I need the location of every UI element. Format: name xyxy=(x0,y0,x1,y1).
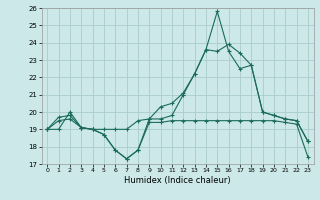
X-axis label: Humidex (Indice chaleur): Humidex (Indice chaleur) xyxy=(124,176,231,185)
